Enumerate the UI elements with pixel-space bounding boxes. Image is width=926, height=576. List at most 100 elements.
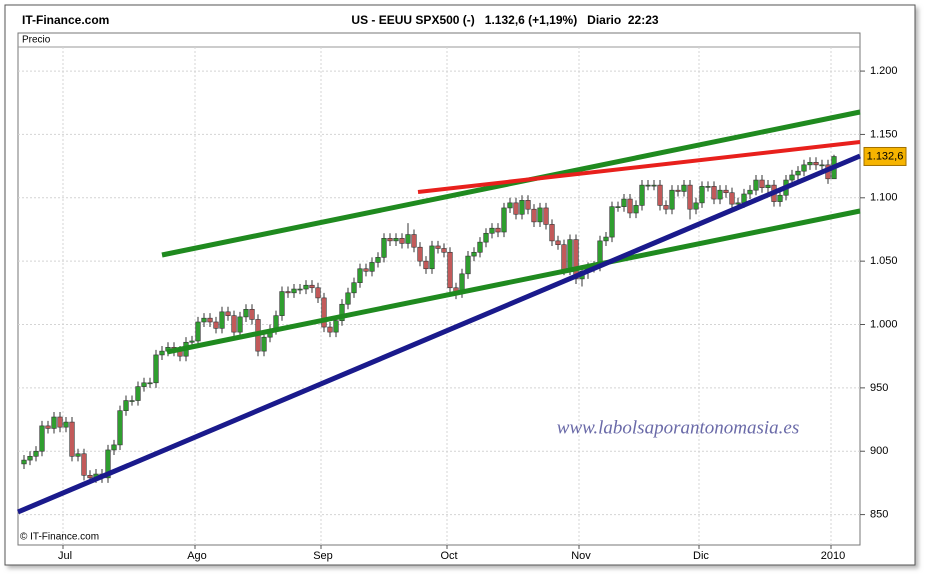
candle-body: [711, 186, 717, 200]
candle-body: [525, 200, 531, 210]
candle-body: [759, 179, 765, 188]
candle-body: [63, 421, 69, 428]
candle-body: [357, 268, 363, 283]
candle-body: [291, 288, 297, 294]
candle-body: [57, 416, 63, 428]
candle-body: [789, 174, 795, 181]
y-tick-label: 1.150: [870, 128, 898, 140]
candle-body: [339, 303, 345, 322]
candle-body: [747, 189, 753, 195]
y-tick-label: 850: [870, 508, 888, 520]
x-tick-label: Oct: [440, 550, 457, 562]
candle-body: [465, 255, 471, 275]
candle-body: [531, 208, 537, 223]
candle-body: [549, 224, 555, 242]
candle-body: [201, 317, 207, 323]
candle-body: [741, 193, 747, 204]
candle-body: [735, 202, 741, 205]
candle-body: [249, 309, 255, 320]
candle-body: [105, 449, 111, 479]
y-tick-label: 900: [870, 445, 888, 457]
candle-body: [639, 184, 645, 206]
candle-body: [471, 251, 477, 257]
candle-body: [321, 297, 327, 328]
candle-body: [777, 194, 783, 202]
candle-body: [333, 320, 339, 333]
candle-body: [51, 416, 57, 429]
candle-body: [81, 453, 87, 476]
x-tick-label: Jul: [58, 550, 72, 562]
candle-body: [69, 421, 75, 457]
candle-body: [561, 244, 567, 271]
candle-body: [303, 284, 309, 290]
candle-body: [417, 246, 423, 262]
candle-body: [27, 455, 33, 461]
candle-body: [21, 459, 27, 465]
candle-body: [309, 284, 315, 289]
candle-body: [147, 382, 153, 385]
lower-channel-line: [166, 208, 861, 355]
candle-body: [507, 202, 513, 209]
candle-body: [363, 268, 369, 272]
candle-body: [819, 164, 825, 167]
candle-body: [603, 236, 609, 242]
candle-body: [753, 179, 759, 191]
x-tick-label: Nov: [571, 550, 591, 562]
candle-body: [129, 400, 135, 402]
candle-body: [483, 232, 489, 243]
candle-body: [327, 326, 333, 333]
candle-body: [627, 198, 633, 214]
candle-body: [315, 287, 321, 299]
candle-body: [111, 444, 117, 451]
candle-body: [231, 315, 237, 333]
candle-body: [423, 260, 429, 270]
resistance-line: [417, 140, 861, 194]
candle-body: [723, 189, 729, 194]
candle-body: [351, 282, 357, 294]
upper-channel-line: [161, 109, 861, 258]
x-tick-label: Dic: [693, 550, 709, 562]
y-tick-label: 1.100: [870, 192, 898, 204]
candle-body: [141, 382, 147, 387]
candle-body: [195, 321, 201, 342]
candle-body: [39, 425, 45, 452]
y-tick-label: 1.050: [870, 255, 898, 267]
candle-body: [609, 206, 615, 238]
candle-body: [261, 336, 267, 352]
candle-body: [699, 186, 705, 204]
candle-body: [795, 170, 801, 176]
x-tick-label: Ago: [187, 550, 207, 562]
candle-body: [219, 311, 225, 329]
trend-lines: [17, 109, 861, 515]
candle-body: [375, 257, 381, 263]
candle-body: [285, 291, 291, 294]
candle-body: [615, 206, 621, 208]
candle-body: [405, 234, 411, 244]
copyright: © IT-Finance.com: [20, 532, 99, 543]
candle-body: [693, 202, 699, 210]
candle-body: [705, 186, 711, 188]
candle-body: [345, 292, 351, 305]
candle-body: [513, 202, 519, 215]
candle-body: [393, 238, 399, 242]
panel-label: Precio: [22, 35, 51, 46]
x-tick-label: 2010: [821, 550, 845, 562]
y-tick-label: 1.000: [870, 318, 898, 330]
y-tick-label: 1.200: [870, 65, 898, 77]
x-tick-label: Sep: [313, 550, 333, 562]
candle-body: [621, 198, 627, 207]
last-price-label: 1.132,6: [867, 150, 904, 162]
candle-body: [813, 162, 819, 166]
candle-body: [75, 453, 81, 457]
grid: [18, 47, 865, 549]
candle-body: [447, 251, 453, 289]
candle-body: [399, 238, 405, 244]
candle-body: [651, 184, 657, 187]
candle-body: [117, 410, 123, 446]
candle-body: [237, 316, 243, 333]
candle-body: [669, 189, 675, 210]
candle-body: [279, 291, 285, 316]
candle-body: [663, 205, 669, 210]
candle-body: [381, 238, 387, 258]
